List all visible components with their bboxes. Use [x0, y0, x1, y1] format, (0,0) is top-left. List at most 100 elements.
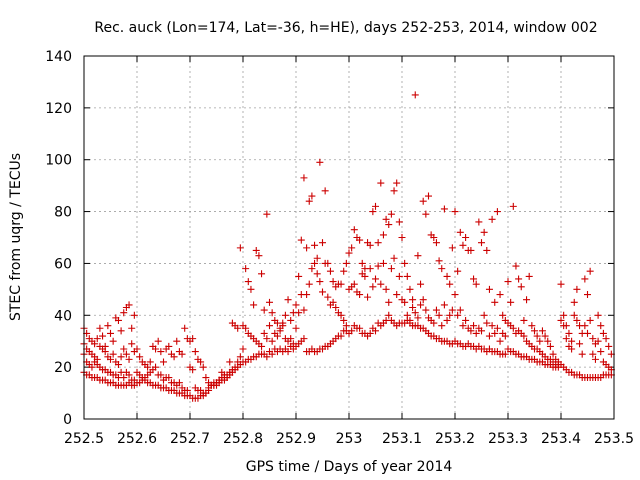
data-point	[417, 301, 425, 309]
data-point	[281, 311, 289, 319]
data-point	[125, 301, 133, 309]
data-point	[125, 355, 133, 363]
data-point	[369, 283, 377, 291]
data-point	[549, 350, 557, 358]
data-point	[268, 309, 276, 317]
data-point	[157, 348, 165, 356]
data-point	[496, 291, 504, 299]
data-point	[446, 280, 454, 288]
data-point	[459, 241, 467, 249]
data-point	[584, 291, 591, 299]
data-point	[226, 358, 234, 366]
data-point	[480, 311, 488, 319]
data-point	[560, 322, 568, 330]
data-point	[411, 91, 419, 99]
data-point	[440, 205, 448, 213]
data-point	[568, 337, 576, 345]
data-point	[398, 234, 406, 241]
data-point	[602, 335, 610, 343]
data-point	[109, 337, 117, 345]
data-point	[292, 301, 300, 309]
data-point	[448, 306, 456, 314]
x-tick-label: 253.5	[594, 431, 634, 447]
data-point	[324, 293, 332, 301]
data-point	[470, 322, 478, 330]
data-point	[393, 179, 401, 187]
data-point	[120, 309, 128, 317]
data-point	[268, 350, 276, 358]
data-point	[507, 298, 515, 306]
data-point	[114, 361, 122, 369]
data-point	[313, 254, 321, 262]
data-point	[401, 298, 409, 306]
data-point	[512, 262, 520, 270]
data-point	[107, 355, 114, 363]
data-point	[456, 306, 464, 314]
data-point	[467, 246, 475, 254]
data-point	[430, 319, 438, 327]
data-point	[165, 374, 173, 382]
data-point	[520, 332, 528, 340]
data-point	[422, 210, 430, 218]
data-point	[133, 345, 141, 353]
data-point	[128, 324, 136, 332]
data-point	[358, 259, 366, 267]
data-point	[128, 340, 136, 348]
x-tick-label: 252.9	[276, 431, 316, 447]
data-point	[432, 306, 440, 314]
data-point	[586, 316, 594, 324]
data-point	[419, 296, 427, 304]
data-point	[157, 371, 165, 379]
data-point	[236, 244, 244, 252]
data-point	[586, 267, 594, 275]
data-point	[467, 327, 475, 335]
data-point	[170, 353, 178, 361]
data-point	[456, 228, 464, 236]
data-point	[435, 311, 443, 319]
data-point	[364, 293, 372, 301]
data-point	[252, 246, 260, 254]
data-point	[279, 322, 287, 330]
data-point	[295, 272, 303, 280]
data-point	[438, 322, 446, 330]
data-point	[305, 197, 313, 205]
data-point	[525, 272, 533, 280]
y-tick-label: 140	[45, 49, 72, 65]
data-point	[462, 234, 470, 241]
data-point	[485, 285, 493, 293]
data-point	[345, 249, 353, 257]
x-axis-label: GPS time / Days of year 2014	[246, 459, 453, 475]
data-point	[546, 342, 554, 350]
data-point	[165, 342, 173, 350]
data-point	[568, 345, 576, 353]
data-point	[385, 298, 393, 306]
data-point	[117, 327, 125, 335]
data-point	[366, 265, 374, 273]
data-point	[528, 322, 536, 330]
data-point	[409, 296, 417, 304]
data-point	[202, 374, 210, 382]
data-point	[308, 192, 316, 200]
x-tick-label: 252.5	[64, 431, 104, 447]
data-point	[605, 342, 613, 350]
data-point	[144, 363, 152, 371]
data-point	[372, 327, 379, 335]
data-point	[319, 239, 326, 247]
data-point	[422, 306, 430, 314]
data-point	[258, 270, 266, 278]
data-point	[191, 348, 199, 356]
data-point	[122, 350, 130, 358]
x-tick-label: 253.3	[488, 431, 528, 447]
data-point	[565, 329, 573, 337]
data-point	[374, 262, 382, 270]
data-point	[462, 316, 470, 324]
data-point	[300, 335, 308, 343]
data-point	[199, 363, 207, 371]
data-point	[536, 337, 544, 345]
data-point	[154, 337, 162, 345]
data-point	[557, 316, 565, 324]
data-point	[417, 280, 425, 288]
data-point	[316, 278, 324, 286]
data-point	[390, 187, 398, 195]
data-point	[276, 327, 284, 335]
